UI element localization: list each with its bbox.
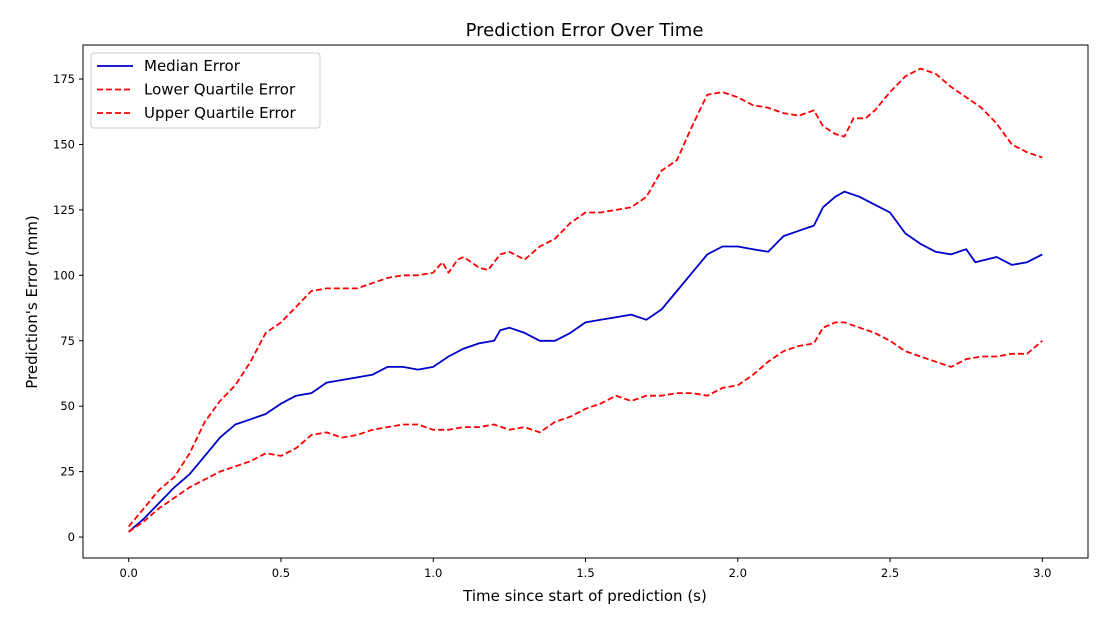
legend-label: Upper Quartile Error [144,104,296,122]
plot-area: 0.0 0.5 1.0 1.5 2.0 2.5 3.0 0 25 50 75 100 125 150 175 [53,67,1051,580]
y-tick-label: 100 [53,268,75,282]
y-tick-label: 75 [60,334,75,348]
legend-box [90,52,321,129]
y-tick-label: 25 [60,465,75,479]
legend-label: Median Error [144,57,241,75]
legend-label: Lower Quartile Error [144,81,296,99]
y-tick-label: 175 [53,72,75,86]
chart-title: Prediction Error Over Time [466,20,704,41]
series-line-upper-quartile-error [128,67,1043,528]
x-tick-label: 2.5 [881,566,899,580]
y-tick-label: 150 [53,137,75,151]
x-tick-label: 0.0 [120,566,138,580]
x-tick-label: 1.5 [576,566,594,580]
legend: Median Error Lower Quartile Error Upper Qu… [90,52,321,129]
y-axis-label: Prediction's Error (mm) [23,215,41,388]
series-line-median-error [128,190,1043,533]
y-tick-label: 125 [53,203,75,217]
x-tick-label: 2.0 [729,566,747,580]
y-tick-label: 50 [60,399,75,413]
x-tick-label: 3.0 [1033,566,1051,580]
plot-frame [82,44,1089,559]
x-tick-label: 0.5 [272,566,290,580]
series-line-lower-quartile-error [128,321,1043,533]
x-axis-label: Time since start of prediction (s) [462,587,707,605]
y-tick-label: 0 [68,530,75,544]
x-tick-label: 1.0 [424,566,442,580]
